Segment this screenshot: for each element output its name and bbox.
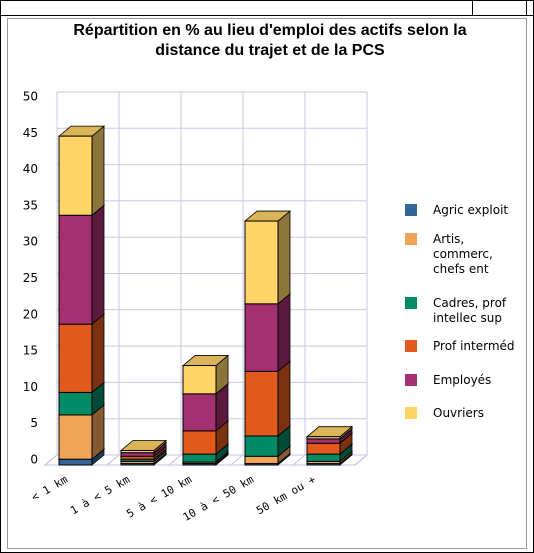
floor-line bbox=[44, 454, 58, 466]
legend-label: Artis, commerc, chefs ent bbox=[433, 232, 493, 276]
y-tick-label: 45 bbox=[23, 126, 38, 140]
y-tick-label: 25 bbox=[23, 271, 38, 285]
bar-segment bbox=[244, 303, 279, 372]
legend-swatch bbox=[405, 340, 417, 352]
legend-item: Ouvriers bbox=[405, 406, 523, 421]
y-tick-label: 40 bbox=[23, 162, 38, 176]
chart-title: Répartition en % au lieu d'emploi des ac… bbox=[73, 22, 467, 59]
bar-segment bbox=[244, 220, 279, 305]
bar-segment bbox=[120, 449, 155, 454]
bar-segment bbox=[306, 453, 341, 462]
y-tick-label: 15 bbox=[23, 344, 38, 358]
bar-segment bbox=[244, 370, 279, 437]
bar-segment bbox=[58, 414, 93, 460]
bar-segment bbox=[58, 391, 93, 416]
y-tick-label: 0 bbox=[30, 453, 38, 467]
bar-segment bbox=[244, 455, 279, 465]
legend-label: Prof interméd bbox=[433, 339, 515, 353]
floor-line bbox=[230, 454, 244, 466]
bar-segment bbox=[182, 453, 217, 463]
legend-item: Cadres, prof intellec sup bbox=[405, 296, 523, 326]
bar-segment bbox=[120, 452, 155, 457]
y-tick-label: 35 bbox=[23, 198, 38, 212]
legend-label: Agric exploit bbox=[433, 203, 509, 217]
legend-label: Cadres, prof intellec sup bbox=[433, 296, 507, 325]
bar-segment bbox=[58, 323, 93, 393]
x-tick-label: 10 à < 50 km bbox=[181, 473, 257, 524]
legend-label: Employés bbox=[433, 373, 492, 387]
bar-segment bbox=[306, 442, 341, 455]
bar-side bbox=[91, 313, 105, 394]
floor-line bbox=[106, 454, 120, 466]
x-tick-label: < 1 km bbox=[29, 473, 70, 504]
legend-swatch bbox=[405, 297, 417, 309]
legend-swatch bbox=[405, 407, 417, 419]
legend-item: Agric exploit bbox=[405, 203, 523, 218]
x-tick-label: 50 km ou + bbox=[254, 473, 318, 518]
legend-label: Ouvriers bbox=[433, 406, 484, 420]
bar-segment bbox=[182, 430, 217, 455]
floor-line bbox=[168, 454, 182, 466]
bar-side bbox=[277, 210, 291, 305]
legend-item: Prof interméd bbox=[405, 339, 523, 354]
legend-swatch bbox=[405, 204, 417, 216]
legend-item: Employés bbox=[405, 373, 523, 388]
bar-side bbox=[91, 125, 105, 217]
bar-segment bbox=[58, 135, 93, 216]
bar-segment bbox=[244, 435, 279, 457]
legend-item: Artis, commerc, chefs ent bbox=[405, 232, 523, 277]
x-tick-label: 1 à < 5 km bbox=[68, 473, 132, 518]
bar-side bbox=[277, 292, 291, 373]
legend-swatch bbox=[405, 374, 417, 386]
bar-segment bbox=[306, 438, 341, 444]
legend-swatch bbox=[405, 233, 417, 245]
panel-border bbox=[7, 18, 527, 549]
y-tick-label: 30 bbox=[23, 235, 38, 249]
bar-segment bbox=[306, 436, 341, 440]
floor-line bbox=[354, 454, 368, 466]
bar-segment bbox=[58, 458, 93, 466]
y-tick-label: 50 bbox=[23, 90, 38, 104]
bar-segment bbox=[182, 365, 217, 395]
bar-segment bbox=[182, 393, 217, 432]
y-tick-label: 5 bbox=[30, 416, 38, 430]
bar-segment bbox=[58, 214, 93, 325]
y-tick-label: 20 bbox=[23, 307, 38, 321]
bar-side bbox=[277, 360, 291, 437]
y-tick-label: 10 bbox=[23, 380, 38, 394]
floor-line bbox=[292, 454, 306, 466]
bar-side bbox=[91, 204, 105, 326]
